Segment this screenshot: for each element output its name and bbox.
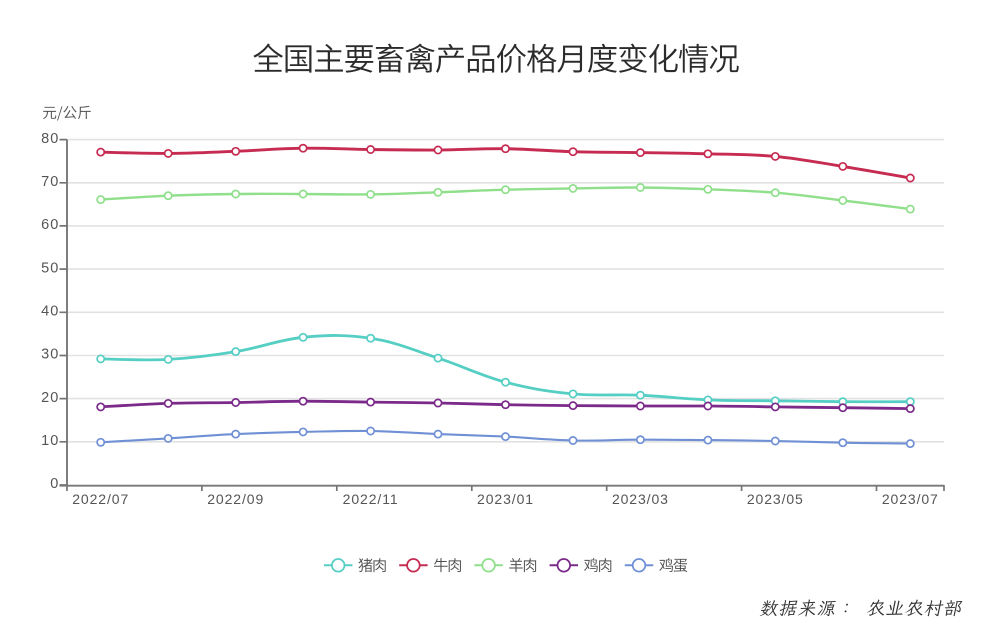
svg-text:10: 10: [41, 433, 59, 449]
svg-text:2022/07: 2022/07: [72, 491, 129, 507]
svg-text:0: 0: [50, 476, 59, 492]
svg-text:2022/09: 2022/09: [207, 491, 264, 507]
svg-text:2023/05: 2023/05: [747, 491, 804, 507]
svg-text:40: 40: [41, 304, 59, 320]
svg-text:30: 30: [41, 347, 59, 363]
svg-text:60: 60: [41, 217, 59, 233]
svg-text:2022/11: 2022/11: [343, 491, 399, 507]
svg-text:2023/01: 2023/01: [477, 491, 534, 507]
svg-text:2023/03: 2023/03: [612, 491, 669, 507]
svg-text:2023/07: 2023/07: [882, 491, 939, 507]
svg-text:50: 50: [41, 260, 59, 276]
svg-text:80: 80: [41, 131, 59, 147]
svg-text:70: 70: [41, 174, 59, 190]
svg-text:20: 20: [41, 390, 59, 406]
